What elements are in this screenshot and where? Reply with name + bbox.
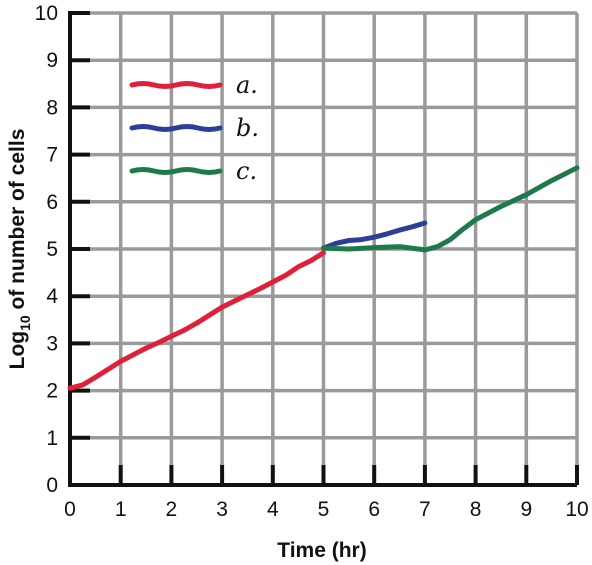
series-lines [67, 165, 580, 391]
y-tick-label-7: 7 [46, 144, 58, 167]
x-tick-label-1: 1 [115, 498, 127, 521]
x-tick-label-5: 5 [318, 498, 330, 521]
axis-ticks: 0 1 2 3 4 5 6 7 8 9 10 0 1 2 3 4 5 6 7 8 9 10 [35, 2, 589, 521]
y-axis-title-sub: 10 [17, 315, 33, 331]
x-tick-label-7: 7 [419, 498, 431, 521]
series-line-3 [321, 165, 580, 253]
legend-swatch-1 [129, 81, 223, 89]
legend-label-1: a. [236, 71, 258, 99]
x-tick-label-9: 9 [520, 498, 532, 521]
y-axis-title-rest: of number of cells [6, 129, 29, 316]
y-tick-label-5: 5 [46, 238, 58, 261]
y-tick-label-8: 8 [46, 96, 58, 119]
x-tick-label-0: 0 [64, 498, 76, 521]
y-axis-title-main: Log [6, 331, 29, 369]
legend-label-3: c. [236, 157, 257, 185]
y-tick-label-9: 9 [46, 49, 58, 72]
x-tick-label-3: 3 [216, 498, 228, 521]
x-tick-label-2: 2 [166, 498, 178, 521]
x-tick-label-8: 8 [470, 498, 482, 521]
legend-swatch-3 [129, 167, 223, 175]
series-line-1 [67, 250, 326, 391]
y-tick-label-10: 10 [35, 2, 58, 25]
legend-label-2: b. [236, 114, 259, 142]
x-tick-label-10: 10 [565, 498, 588, 521]
y-tick-label-1: 1 [46, 427, 58, 450]
legend: a. b. c. [129, 71, 259, 185]
legend-swatch-2 [129, 124, 223, 132]
y-tick-label-6: 6 [46, 191, 58, 214]
y-axis-title: Log10 of number of cells [6, 129, 33, 370]
x-tick-label-4: 4 [267, 498, 279, 521]
x-axis-title: Time (hr) [277, 539, 366, 562]
x-tick-label-6: 6 [368, 498, 380, 521]
y-tick-label-3: 3 [46, 332, 58, 355]
y-tick-label-0: 0 [46, 474, 58, 497]
series-line-2 [321, 220, 428, 251]
y-tick-label-2: 2 [46, 380, 58, 403]
y-tick-label-4: 4 [46, 285, 58, 308]
